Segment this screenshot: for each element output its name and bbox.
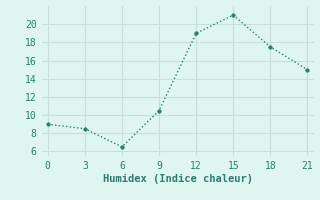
X-axis label: Humidex (Indice chaleur): Humidex (Indice chaleur) bbox=[103, 174, 252, 184]
